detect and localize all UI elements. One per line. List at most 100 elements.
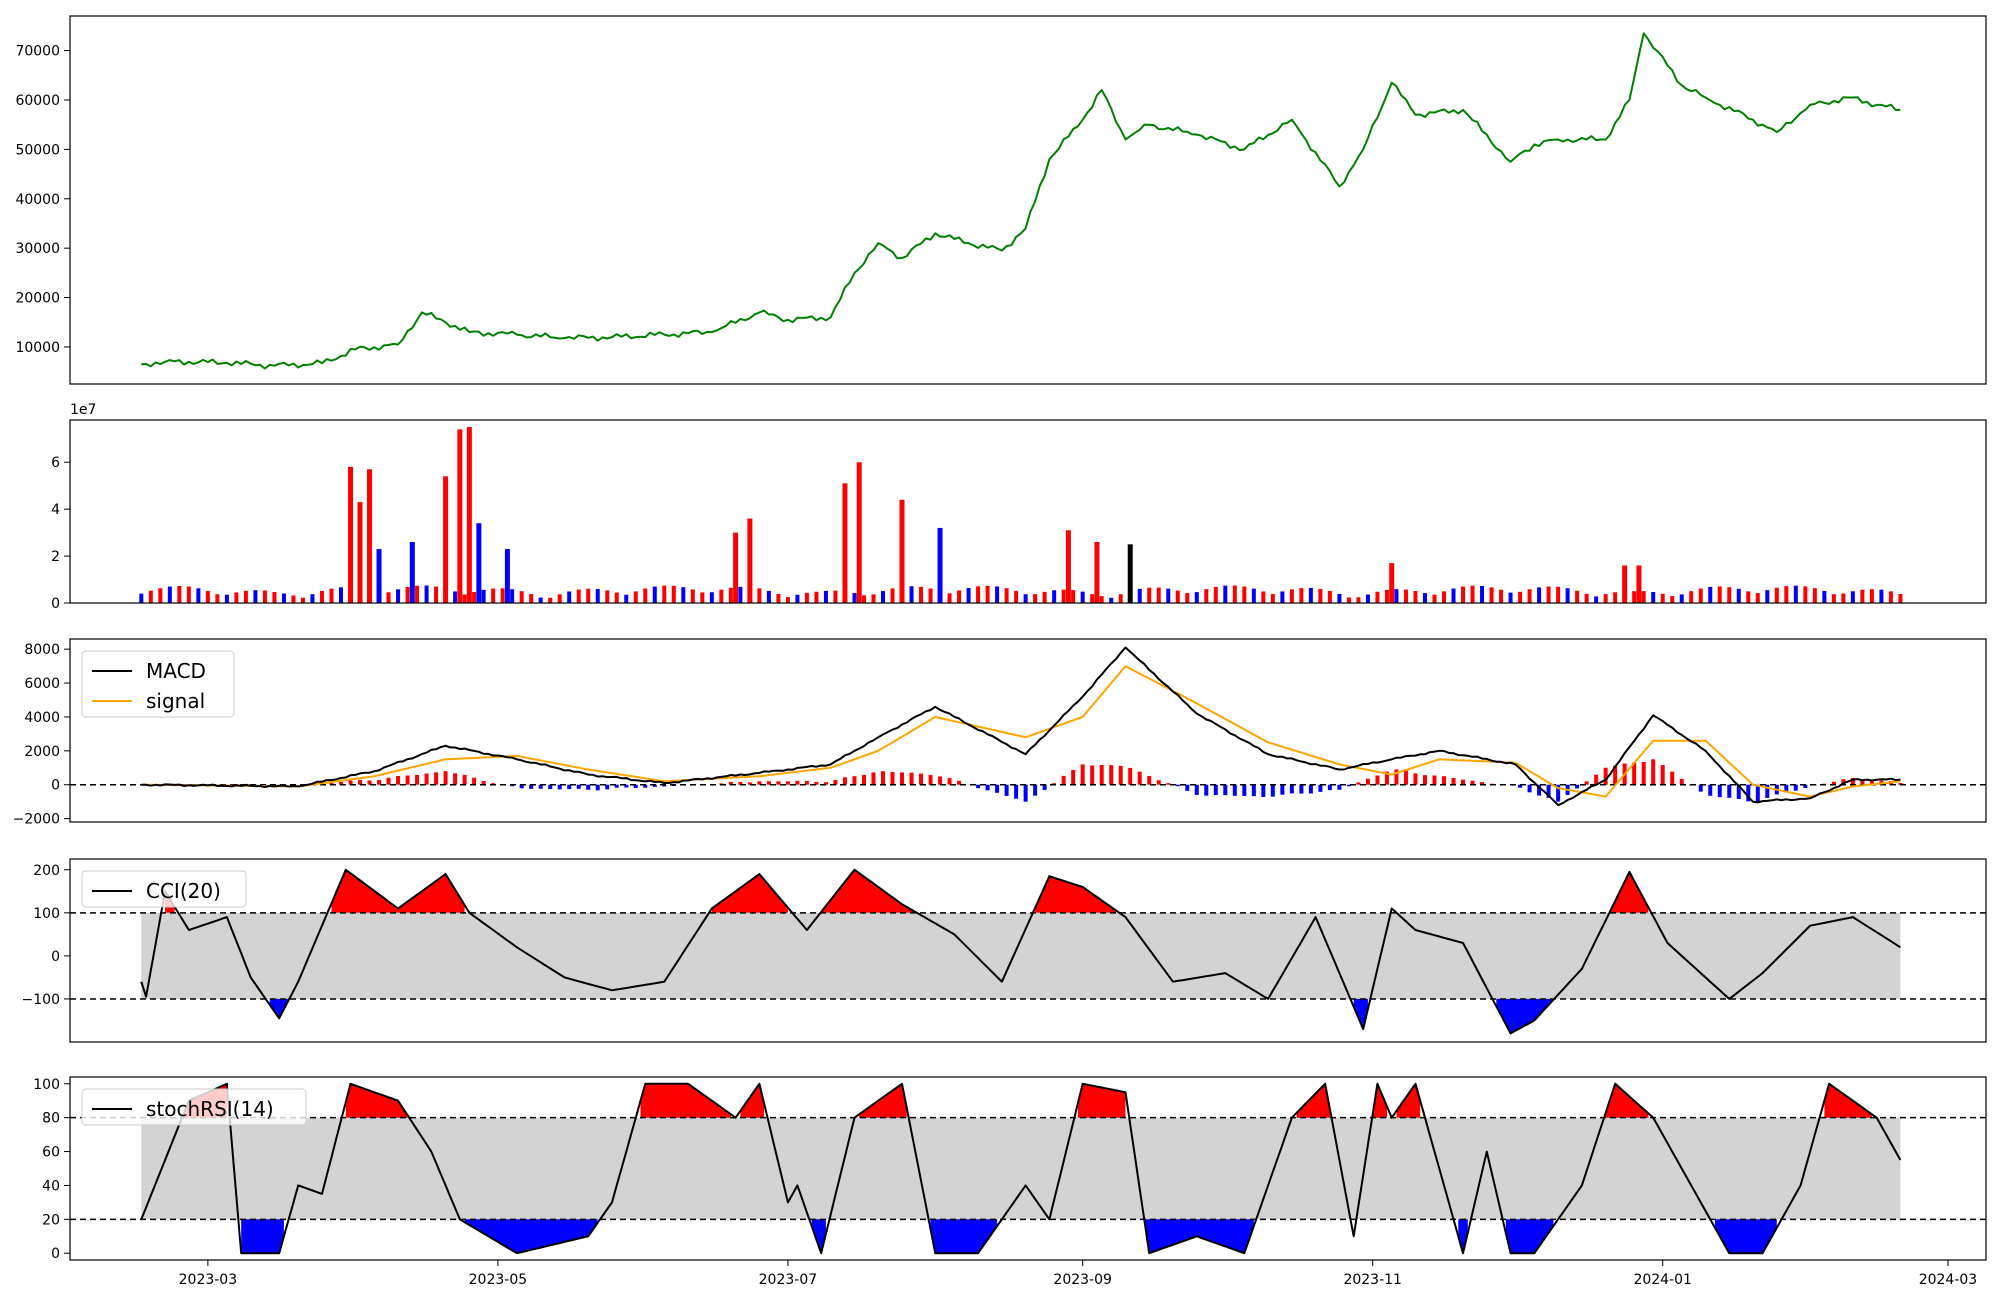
- macd-hist-bar: [1841, 779, 1846, 785]
- volume-bar: [1613, 592, 1618, 603]
- volume-bar: [139, 593, 144, 603]
- stochrsi-ytick-label: 20: [42, 1212, 60, 1228]
- price-ytick-label: 60000: [15, 93, 60, 109]
- macd-hist-bar: [1403, 770, 1408, 785]
- volume-bar: [1803, 586, 1808, 603]
- volume-bar: [405, 587, 410, 603]
- macd-hist-bar: [1784, 784, 1789, 793]
- cci-line: [140, 868, 1901, 1035]
- volume-bar: [348, 466, 354, 603]
- stochrsi-overbought-fill: [1296, 1083, 1330, 1118]
- volume-bar: [1461, 586, 1466, 603]
- volume-bar: [652, 586, 657, 603]
- volume-bar: [1251, 588, 1256, 603]
- macd-ytick-label: 6000: [24, 676, 60, 692]
- legend-label: signal: [146, 689, 205, 713]
- macd-hist-bar: [624, 784, 629, 788]
- volume-bar: [1442, 591, 1447, 603]
- macd-hist-bar: [348, 780, 353, 785]
- volume-bar: [567, 591, 572, 603]
- price-ytick-label: 50000: [15, 142, 60, 158]
- volume-bar: [1308, 587, 1313, 603]
- volume-bar: [1546, 586, 1551, 603]
- macd-frame: [69, 638, 1987, 823]
- volume-bar: [500, 588, 505, 603]
- volume-bar: [1698, 588, 1703, 603]
- volume-ytick-label: 6: [51, 455, 60, 471]
- volume-bar: [1480, 585, 1485, 603]
- macd-ytick-label: 8000: [24, 642, 60, 658]
- macd-hist-bar: [909, 772, 914, 785]
- volume-ytick-label: 4: [51, 502, 60, 518]
- volume-bar: [1879, 589, 1884, 603]
- volume-bar: [386, 592, 391, 603]
- macd-hist-bar: [367, 780, 372, 785]
- cci-overbought-fill: [711, 874, 788, 913]
- macd-hist-bar: [377, 780, 382, 785]
- macd-hist-bar: [329, 782, 334, 785]
- macd-ytick-label: 0: [51, 778, 60, 794]
- macd-hist-bar: [1384, 771, 1389, 785]
- volume-bar: [1422, 593, 1427, 603]
- macd-hist-bar: [1869, 780, 1874, 785]
- macd-hist-bar: [529, 784, 534, 789]
- volume-bar: [1822, 590, 1827, 603]
- price-ytick-label: 70000: [15, 44, 60, 60]
- macd-hist-bar: [491, 783, 496, 785]
- macd-hist-bar: [1280, 784, 1285, 795]
- macd-hist-bar: [1365, 778, 1370, 785]
- volume-bar: [443, 476, 449, 603]
- volume-bar: [842, 483, 848, 603]
- volume-bar: [738, 586, 743, 603]
- macd-hist-bar: [1641, 761, 1646, 785]
- macd-hist-bar: [643, 784, 648, 788]
- volume-bar: [186, 586, 191, 603]
- volume-bar: [1033, 594, 1038, 603]
- macd-hist-bar: [386, 777, 391, 785]
- macd-hist-bar: [1242, 784, 1247, 796]
- volume-bar: [1061, 589, 1066, 603]
- xtick-label: 2024-03: [1919, 1272, 1978, 1288]
- stochrsi-overbought-fill: [1605, 1083, 1649, 1118]
- stochrsi-ytick-label: 60: [42, 1145, 60, 1161]
- macd-hist-bar: [1537, 784, 1542, 796]
- price-ytick-label: 10000: [15, 340, 60, 356]
- macd-hist-bar: [1717, 784, 1722, 798]
- volume-bar: [1841, 593, 1846, 603]
- volume-bar: [1080, 591, 1085, 603]
- stochrsi-overbought-fill: [345, 1083, 408, 1118]
- volume-bar: [1793, 585, 1798, 603]
- volume-bar: [795, 594, 800, 603]
- volume-bar: [476, 523, 482, 603]
- price-ytick-label: 30000: [15, 241, 60, 257]
- macd-hist-bar: [1090, 765, 1095, 785]
- macd-hist-bar: [1432, 775, 1437, 785]
- volume-bar: [196, 588, 201, 603]
- volume-bar: [1565, 588, 1570, 603]
- macd-hist-bar: [1166, 783, 1171, 785]
- price-ytick-label: 20000: [15, 291, 60, 307]
- volume-bar: [310, 594, 315, 603]
- macd-hist-bar: [434, 772, 439, 785]
- volume-bar: [1898, 594, 1903, 603]
- macd-hist-bar: [1147, 776, 1152, 785]
- macd-hist-bar: [1156, 780, 1161, 785]
- macd-hist-bar: [1204, 784, 1209, 796]
- macd-hist-bar: [557, 784, 562, 790]
- volume-bar: [1232, 585, 1237, 603]
- stochrsi-ytick-label: 0: [51, 1246, 60, 1262]
- volume-bar: [1470, 585, 1475, 603]
- volume-bar: [1755, 593, 1760, 603]
- volume-bar: [1099, 596, 1104, 603]
- volume-bar: [1065, 530, 1071, 603]
- macd-hist-bar: [1660, 765, 1665, 785]
- macd-hist-bar: [1422, 775, 1427, 785]
- macd-hist-bar: [1594, 774, 1599, 785]
- volume-bar: [1270, 594, 1275, 603]
- xtick-label: 2023-09: [1053, 1272, 1112, 1288]
- macd-hist-bar: [567, 784, 572, 790]
- macd-hist-bar: [443, 771, 448, 785]
- stochrsi-oversold-fill: [1505, 1219, 1554, 1254]
- macd-hist-bar: [804, 781, 809, 785]
